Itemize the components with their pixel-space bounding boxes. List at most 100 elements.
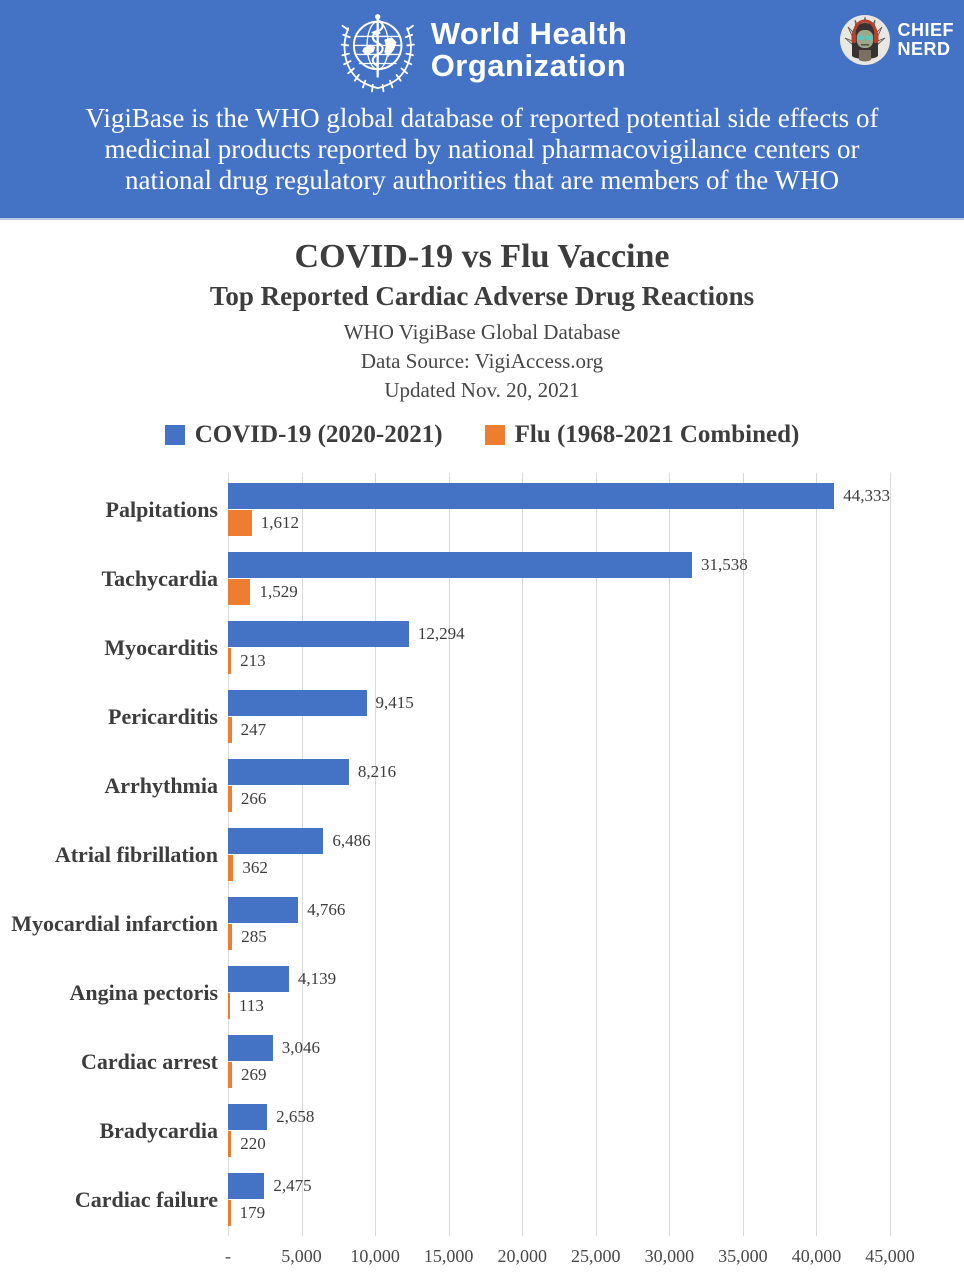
flu-value-label: 1,612: [260, 513, 299, 533]
flu-bar-line: 247: [228, 717, 890, 745]
covid-bar: [228, 689, 367, 716]
gridline: [301, 473, 303, 1236]
chart-row: Cardiac arrest 3,046 269: [0, 1034, 964, 1089]
chart-row: Myocardial infarction 4,766 285: [0, 896, 964, 951]
covid-bar: [228, 1103, 268, 1130]
x-axis-tick-label: 20,000: [497, 1246, 547, 1266]
covid-bar: [228, 758, 349, 785]
chart-row: Arrhythmia 8,216 266: [0, 758, 964, 813]
flu-bar: [228, 1062, 232, 1089]
covid-value-label: 4,766: [307, 899, 346, 919]
flu-legend-label: Flu (1968-2021 Combined): [514, 421, 800, 448]
flu-value-label: 362: [242, 858, 268, 878]
flu-value-label: 285: [241, 927, 267, 947]
covid-value-label: 6,486: [332, 830, 371, 850]
chart-row: Pericarditis 9,415 247: [0, 689, 964, 744]
chief-nerd-wordmark: CHIEF NERD: [898, 21, 955, 66]
gridline-layer: [228, 473, 891, 1236]
chart-updated-date: Updated Nov. 20, 2021: [384, 378, 580, 402]
flu-value-label: 269: [240, 1065, 267, 1085]
covid-bar: [228, 482, 835, 509]
x-axis-tick-label: 45,000: [865, 1246, 915, 1266]
chief-nerd-line2: NERD: [897, 39, 951, 59]
flu-bar-line: 266: [228, 786, 890, 814]
covid-value-label: 31,538: [700, 554, 748, 574]
covid-bar-line: 4,766: [228, 896, 890, 924]
chart-row: Tachycardia 31,538 1,529: [0, 551, 964, 606]
flu-value-label: 220: [240, 1134, 266, 1154]
chart-row: Bradycardia 2,658 220: [0, 1103, 964, 1158]
category-bars: 2,475 179: [228, 1172, 890, 1227]
covid-legend-swatch-icon: [164, 425, 185, 445]
flu-value-label: 1,529: [259, 582, 298, 602]
plot-body: Palpitations 44,333 1,612 Tachycardia 31…: [0, 473, 964, 1236]
x-axis-tick-label: 15,000: [423, 1246, 474, 1266]
vigibase-description: VigiBase is the WHO global database of r…: [0, 103, 964, 196]
x-axis-tick-label: 35,000: [718, 1246, 768, 1266]
category-bars: 12,294 213: [228, 620, 890, 675]
covid-value-label: 2,658: [276, 1106, 315, 1126]
category-label: Angina pectoris: [69, 980, 219, 1005]
legend-item-covid: COVID-19 (2020-2021): [164, 421, 443, 449]
covid-bar-line: 2,475: [228, 1172, 890, 1200]
category-label: Pericarditis: [108, 704, 218, 729]
gridline: [448, 473, 450, 1236]
flu-bar: [228, 786, 232, 813]
flu-bar-line: 269: [228, 1062, 890, 1090]
flu-bar: [228, 579, 251, 606]
chart-legend: COVID-19 (2020-2021) Flu (1968-2021 Comb…: [0, 421, 964, 449]
flu-bar: [228, 510, 252, 537]
flu-legend-swatch-icon: [484, 425, 505, 445]
flu-bar: [228, 993, 230, 1020]
covid-value-label: 12,294: [417, 623, 465, 643]
chart-rows: Palpitations 44,333 1,612 Tachycardia 31…: [0, 482, 964, 1227]
flu-bar-line: 1,529: [228, 579, 890, 607]
x-axis-tick-label: 5,000: [281, 1246, 322, 1266]
flu-value-label: 179: [239, 1203, 266, 1223]
covid-bar-line: 6,486: [228, 827, 890, 855]
covid-bar: [228, 1034, 273, 1061]
gridline: [742, 473, 744, 1236]
category-label: Atrial fibrillation: [54, 842, 218, 867]
x-axis-tick-label: -: [225, 1246, 231, 1266]
covid-bar: [228, 827, 324, 854]
covid-bar: [228, 620, 409, 647]
x-axis-tick-label: 40,000: [791, 1246, 842, 1266]
category-bars: 44,333 1,612: [228, 482, 890, 537]
flu-value-label: 247: [240, 720, 267, 740]
category-bars: 8,216 266: [228, 758, 890, 813]
flu-bar: [228, 717, 232, 744]
legend-item-flu: Flu (1968-2021 Combined): [484, 421, 800, 449]
chart-row: Atrial fibrillation 6,486 362: [0, 827, 964, 882]
flu-bar-line: 1,612: [228, 510, 890, 538]
covid-bar: [228, 965, 289, 992]
flu-value-label: 113: [239, 996, 264, 1016]
category-label: Myocarditis: [104, 635, 218, 660]
covid-bar-line: 9,415: [228, 689, 890, 717]
chart-row: Myocarditis 12,294 213: [0, 620, 964, 675]
gridline: [522, 473, 524, 1236]
covid-bar-line: 8,216: [228, 758, 890, 786]
gridline: [595, 473, 597, 1236]
flu-bar: [228, 648, 232, 675]
x-axis: - 5,000 10,000 15,000 20,000 25,000 30,000 35,0…: [225, 1236, 915, 1270]
category-bars: 3,046 269: [228, 1034, 890, 1089]
category-bars: 31,538 1,529: [228, 551, 890, 606]
covid-value-label: 8,216: [357, 761, 397, 781]
chart-panel: COVID-19 vs Flu Vaccine Top Reported Car…: [0, 220, 964, 1270]
category-bars: 4,139 113: [228, 965, 890, 1020]
who-header: World Health Organization: [0, 0, 964, 220]
covid-value-label: 2,475: [273, 1175, 312, 1195]
chief-nerd-badge: CHIEF NERD: [839, 14, 955, 66]
covid-value-label: 9,415: [375, 692, 414, 712]
covid-bar-line: 44,333: [228, 482, 890, 510]
covid-bar: [228, 551, 692, 578]
covid-legend-label: COVID-19 (2020-2021): [194, 421, 443, 448]
x-axis-tick-label: 30,000: [644, 1246, 695, 1266]
covid-value-label: 44,333: [843, 485, 890, 505]
who-wordmark-line2: Organization: [430, 48, 627, 83]
flu-bar: [228, 855, 234, 882]
flu-bar-line: 362: [228, 855, 890, 883]
category-label: Myocardial infarction: [11, 911, 218, 936]
gridline: [228, 473, 229, 1236]
